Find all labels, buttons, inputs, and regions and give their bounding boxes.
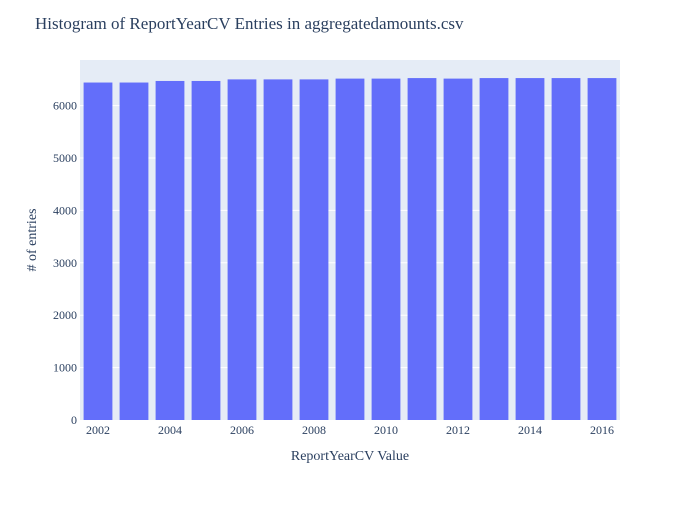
x-tick-label: 2002 xyxy=(86,423,110,437)
y-tick-label: 4000 xyxy=(53,203,77,217)
bar-2013 xyxy=(479,78,509,420)
bar-2005 xyxy=(191,80,221,421)
y-tick-label: 6000 xyxy=(53,99,77,113)
y-axis-title: # of entries xyxy=(25,209,40,272)
bar-2006 xyxy=(227,79,257,421)
bar-2003 xyxy=(119,82,149,421)
x-tick-label: 2016 xyxy=(590,423,614,437)
y-tick-label: 3000 xyxy=(53,256,77,270)
x-axis-ticks: 2002 2004 2006 2008 2010 2012 2014 2016 xyxy=(86,423,614,437)
x-tick-label: 2012 xyxy=(446,423,470,437)
y-tick-label: 0 xyxy=(71,413,77,427)
x-tick-label: 2010 xyxy=(374,423,398,437)
bar-2002 xyxy=(83,82,113,421)
y-axis-ticks: 0 1000 2000 3000 4000 5000 6000 xyxy=(53,99,77,427)
bar-2007 xyxy=(263,79,293,421)
bar-2011 xyxy=(407,78,437,420)
x-tick-label: 2006 xyxy=(230,423,254,437)
x-tick-label: 2014 xyxy=(518,423,542,437)
y-tick-label: 1000 xyxy=(53,361,77,375)
chart-title: Histogram of ReportYearCV Entries in agg… xyxy=(35,14,464,33)
bar-2015 xyxy=(551,78,581,420)
bar-2016 xyxy=(587,78,617,420)
bar-2010 xyxy=(371,78,401,420)
bar-2012 xyxy=(443,78,473,420)
x-tick-label: 2008 xyxy=(302,423,326,437)
x-tick-label: 2004 xyxy=(158,423,182,437)
bars xyxy=(83,78,617,421)
y-tick-label: 2000 xyxy=(53,308,77,322)
x-axis-title: ReportYearCV Value xyxy=(291,449,409,464)
bar-2004 xyxy=(155,80,185,421)
y-tick-label: 5000 xyxy=(53,151,77,165)
bar-2014 xyxy=(515,78,545,420)
bar-2008 xyxy=(299,79,329,421)
bar-2009 xyxy=(335,78,365,420)
